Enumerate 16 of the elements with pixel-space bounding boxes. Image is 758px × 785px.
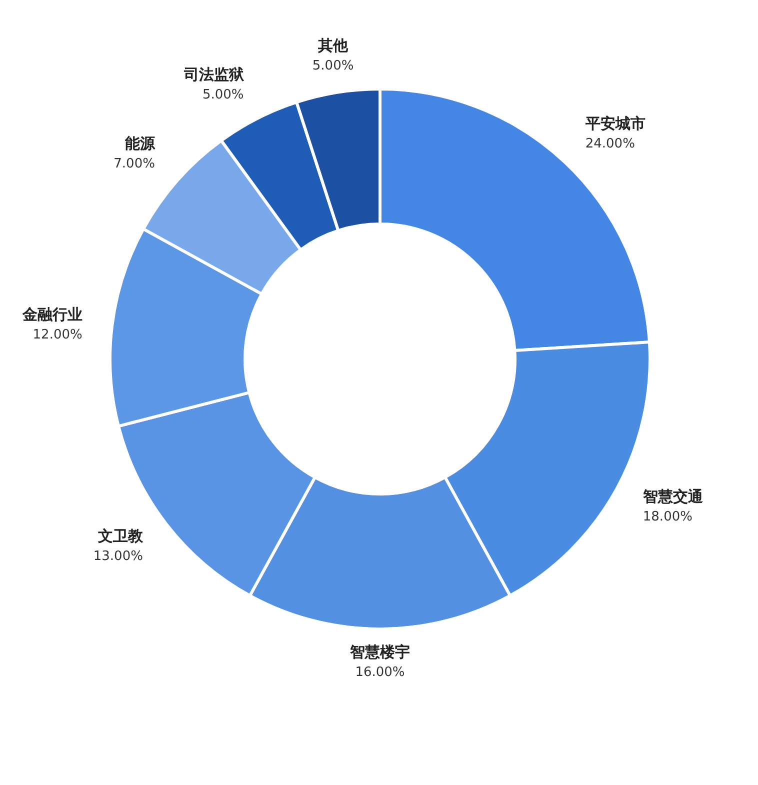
- data-label: 13.00%: [93, 548, 143, 564]
- slice-label: 能源: [124, 134, 156, 153]
- slice-label: 平安城市: [584, 114, 646, 132]
- data-label: 18.00%: [642, 510, 692, 525]
- slice-label: 文卫教: [96, 526, 144, 545]
- data-label: 16.00%: [355, 665, 405, 680]
- data-label: 12.00%: [32, 327, 82, 342]
- slice-label: 其他: [317, 36, 350, 55]
- data-label: 7.00%: [114, 156, 155, 172]
- slice-label: 智慧楼宇: [349, 643, 410, 661]
- data-label: 5.00%: [202, 88, 244, 103]
- data-label: 24.00%: [585, 136, 635, 152]
- data-label: 5.00%: [312, 58, 354, 74]
- slice-label: 司法监狱: [182, 66, 245, 84]
- slice-label: 金融行业: [21, 305, 82, 324]
- slice-label: 智慧交通: [642, 488, 704, 506]
